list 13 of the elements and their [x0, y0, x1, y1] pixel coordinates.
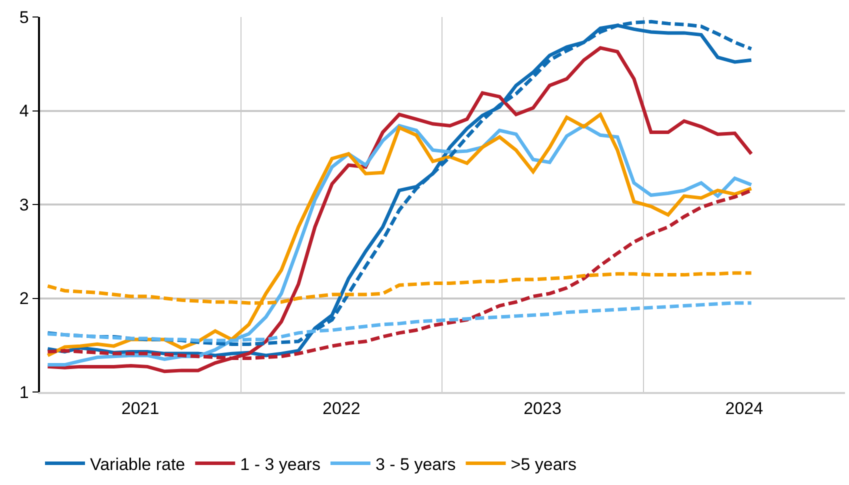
- x-tick-label: 2024: [725, 399, 764, 418]
- legend-label: 1 - 3 years: [240, 454, 320, 474]
- y-tick-label: 2: [19, 289, 29, 308]
- y-tick-label: 5: [19, 8, 29, 27]
- legend-label: Variable rate: [90, 454, 186, 474]
- legend-label: 3 - 5 years: [375, 454, 456, 474]
- x-tick-label: 2021: [121, 399, 160, 418]
- y-tick-label: 4: [19, 102, 29, 121]
- legend-label: >5 years: [510, 454, 576, 474]
- x-tick-label: 2023: [524, 399, 562, 418]
- x-tick-label: 2022: [322, 399, 360, 418]
- y-tick-label: 1: [19, 382, 29, 402]
- y-tick-label: 3: [19, 195, 29, 214]
